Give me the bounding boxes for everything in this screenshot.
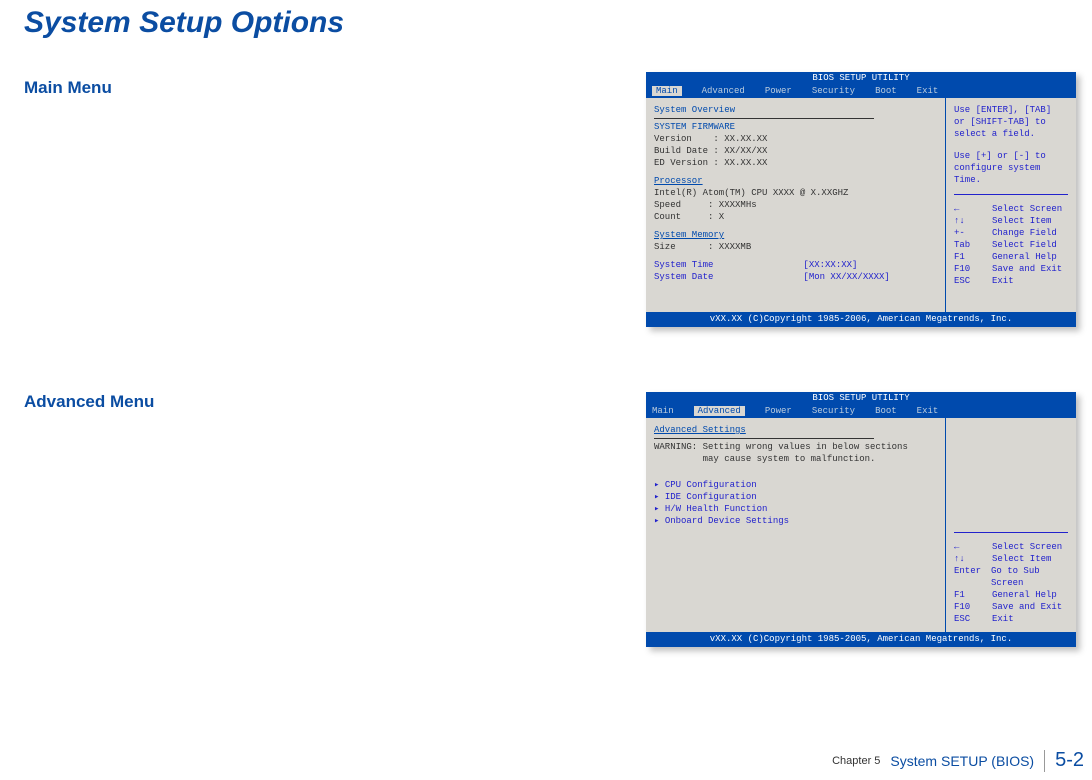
tab-boot: Boot xyxy=(875,406,897,416)
warning-text: WARNING: Setting wrong values in below s… xyxy=(654,441,937,453)
warning-text: may cause system to malfunction. xyxy=(654,453,937,465)
menu-item: ▸ IDE Configuration xyxy=(654,491,937,503)
key-row: ESCExit xyxy=(954,613,1068,625)
help-text: configure system Time. xyxy=(954,162,1068,186)
tab-exit: Exit xyxy=(917,406,939,416)
bios-titlebar: BIOS SETUP UTILITY xyxy=(646,72,1076,84)
key-row: ←Select Screen xyxy=(954,203,1068,215)
help-text: select a field. xyxy=(954,128,1068,140)
key-row: ←Select Screen xyxy=(954,541,1068,553)
bios-right-panel: Use [ENTER], [TAB] or [SHIFT-TAB] to sel… xyxy=(946,98,1076,312)
page-footer: Chapter 5 System SETUP (BIOS) 5-2 xyxy=(832,749,1084,772)
system-date: System Date[Mon XX/XX/XXXX] xyxy=(654,271,937,283)
key-row: ESCExit xyxy=(954,275,1068,287)
bios-tabs: Main Advanced Power Security Boot Exit xyxy=(646,404,1076,418)
proc-row: Intel(R) Atom(TM) CPU XXXX @ X.XXGHZ xyxy=(654,187,937,199)
section-main-heading: Main Menu xyxy=(24,78,112,98)
bios-titlebar: BIOS SETUP UTILITY xyxy=(646,392,1076,404)
overview-header: System Overview xyxy=(654,104,937,116)
page-title: System Setup Options xyxy=(24,6,344,40)
help-text: Use [ENTER], [TAB] xyxy=(954,104,1068,116)
chapter-label: Chapter 5 xyxy=(832,755,880,767)
key-row: F10Save and Exit xyxy=(954,263,1068,275)
mem-row: Size : XXXXMB xyxy=(654,241,937,253)
bios-left-panel: Advanced Settings WARNING: Setting wrong… xyxy=(646,418,946,632)
fw-row: ED Version : XX.XX.XX xyxy=(654,157,937,169)
bios-copyright: vXX.XX (C)Copyright 1985-2006, American … xyxy=(646,312,1076,327)
fw-row: Build Date : XX/XX/XX xyxy=(654,145,937,157)
advanced-header: Advanced Settings xyxy=(654,424,937,436)
menu-item: ▸ Onboard Device Settings xyxy=(654,515,937,527)
key-row: F10Save and Exit xyxy=(954,601,1068,613)
key-row: +-Change Field xyxy=(954,227,1068,239)
tab-power: Power xyxy=(765,86,792,96)
tab-exit: Exit xyxy=(917,86,939,96)
proc-row: Count : X xyxy=(654,211,937,223)
bios-advanced-screenshot: BIOS SETUP UTILITY Main Advanced Power S… xyxy=(646,392,1076,647)
key-row: TabSelect Field xyxy=(954,239,1068,251)
tab-security: Security xyxy=(812,406,855,416)
menu-item: ▸ CPU Configuration xyxy=(654,479,937,491)
proc-row: Speed : XXXXMHs xyxy=(654,199,937,211)
menu-item: ▸ H/W Health Function xyxy=(654,503,937,515)
processor-header: Processor xyxy=(654,175,937,187)
key-row: F1General Help xyxy=(954,589,1068,601)
tab-advanced: Advanced xyxy=(694,406,745,416)
bios-tabs: Main Advanced Power Security Boot Exit xyxy=(646,84,1076,98)
section-advanced-heading: Advanced Menu xyxy=(24,392,154,412)
key-row: ↑↓Select Item xyxy=(954,553,1068,565)
tab-advanced: Advanced xyxy=(702,86,745,96)
tab-security: Security xyxy=(812,86,855,96)
bios-copyright: vXX.XX (C)Copyright 1985-2005, American … xyxy=(646,632,1076,647)
bios-right-panel: ←Select Screen ↑↓Select Item EnterGo to … xyxy=(946,418,1076,632)
key-row: EnterGo to Sub Screen xyxy=(954,565,1068,589)
firmware-header: SYSTEM FIRMWARE xyxy=(654,121,937,133)
fw-row: Version : XX.XX.XX xyxy=(654,133,937,145)
footer-divider xyxy=(1044,750,1045,772)
system-time: System Time[XX:XX:XX] xyxy=(654,259,937,271)
page-number: 5-2 xyxy=(1055,749,1084,772)
key-row: ↑↓Select Item xyxy=(954,215,1068,227)
tab-boot: Boot xyxy=(875,86,897,96)
tab-main: Main xyxy=(652,406,674,416)
bios-left-panel: System Overview SYSTEM FIRMWARE Version … xyxy=(646,98,946,312)
tab-main: Main xyxy=(652,86,682,96)
tab-power: Power xyxy=(765,406,792,416)
memory-header: System Memory xyxy=(654,229,937,241)
key-row: F1General Help xyxy=(954,251,1068,263)
chapter-title: System SETUP (BIOS) xyxy=(890,753,1034,769)
bios-main-screenshot: BIOS SETUP UTILITY Main Advanced Power S… xyxy=(646,72,1076,327)
help-text: or [SHIFT-TAB] to xyxy=(954,116,1068,128)
help-text: Use [+] or [-] to xyxy=(954,150,1068,162)
